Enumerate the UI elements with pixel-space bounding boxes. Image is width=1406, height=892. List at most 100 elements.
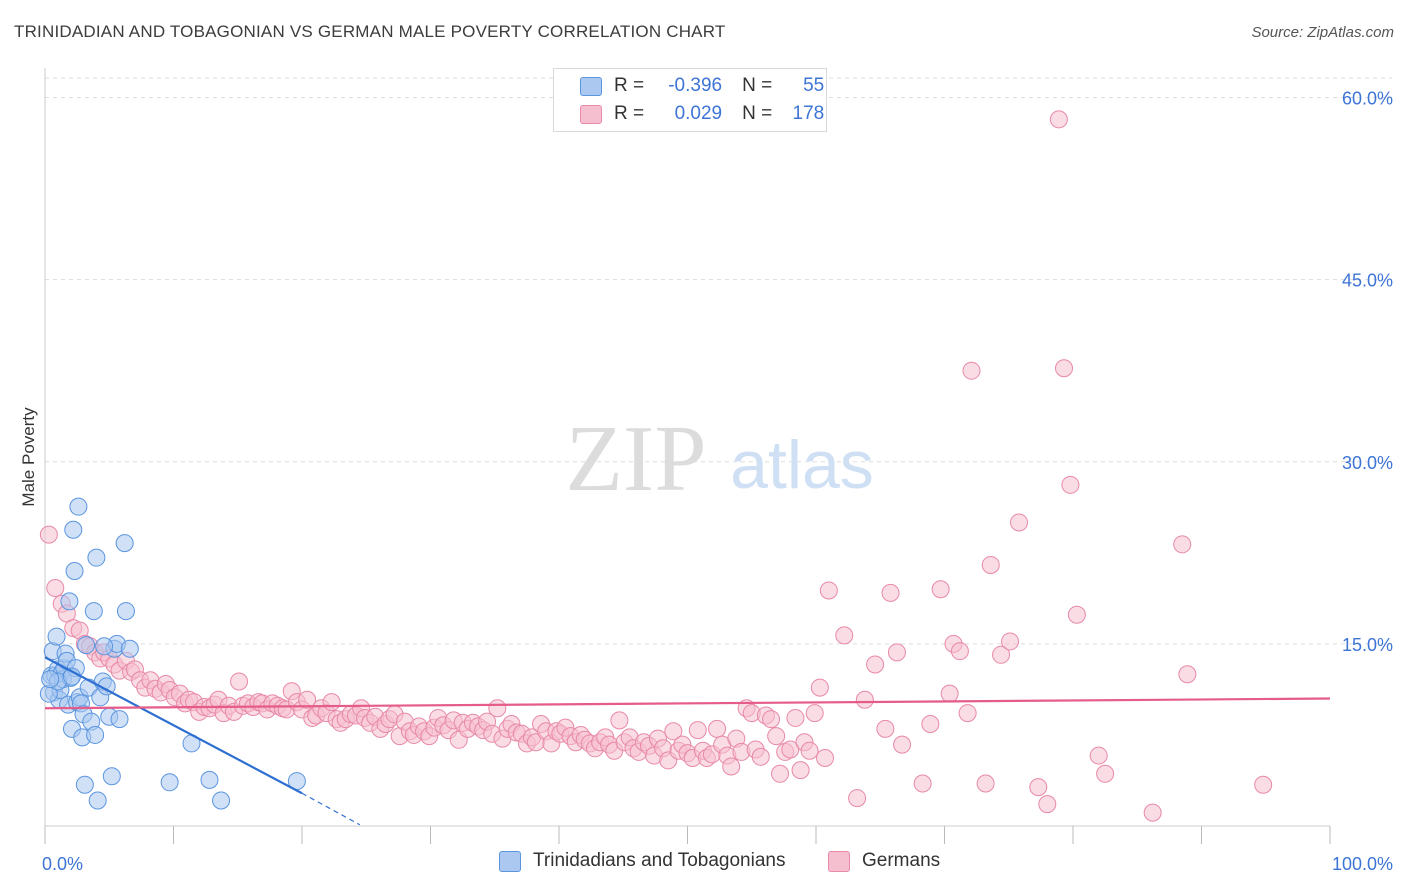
- data-point-trinidadians: [200, 770, 219, 789]
- data-point-trinidadians: [86, 725, 105, 744]
- legend-label-trinidadians: Trinidadians and Tobagonians: [533, 850, 786, 871]
- data-point-trinidadians: [88, 791, 107, 810]
- legend-r-value: -0.396: [668, 75, 723, 96]
- data-point-trinidadians: [75, 775, 94, 794]
- legend-item-germans[interactable]: Germans: [828, 850, 940, 872]
- data-point-germans: [767, 727, 786, 746]
- data-point-trinidadians: [41, 670, 60, 689]
- data-point-trinidadians: [60, 592, 79, 611]
- data-point-germans: [958, 704, 977, 723]
- data-point-germans: [610, 711, 629, 730]
- y-tick-label: 60.0%: [1342, 89, 1393, 109]
- data-point-germans: [781, 740, 800, 759]
- data-point-germans: [322, 693, 341, 712]
- data-point-germans: [819, 581, 838, 600]
- data-point-trinidadians: [87, 548, 106, 567]
- data-point-germans: [848, 789, 867, 808]
- data-point-germans: [230, 672, 249, 691]
- data-point-trinidadians: [77, 636, 96, 655]
- data-point-germans: [46, 579, 65, 598]
- data-point-germans: [887, 643, 906, 662]
- data-point-germans: [39, 525, 58, 544]
- data-point-trinidadians: [84, 602, 103, 621]
- data-point-trinidadians: [116, 602, 135, 621]
- data-point-germans: [1173, 535, 1192, 554]
- data-point-germans: [298, 690, 317, 709]
- data-point-germans: [791, 761, 810, 780]
- data-point-germans: [992, 645, 1011, 664]
- data-point-germans: [1001, 632, 1020, 651]
- data-point-germans: [1143, 803, 1162, 822]
- data-point-germans: [664, 722, 683, 741]
- legend-item-trinidadians[interactable]: Trinidadians and Tobagonians: [499, 850, 785, 872]
- data-point-germans: [981, 555, 1000, 574]
- data-point-germans: [1038, 795, 1057, 814]
- data-point-germans: [751, 747, 770, 766]
- legend-swatch-blue: [580, 76, 602, 96]
- data-point-germans: [921, 715, 940, 734]
- tick-labels: 15.0% 30.0% 45.0% 60.0% 0.0% 100.0%: [42, 89, 1393, 875]
- trend-line-trinidadians-extension: [301, 792, 361, 826]
- data-point-germans: [1010, 513, 1029, 532]
- legend-n-label: N =: [742, 75, 773, 96]
- data-point-trinidadians: [102, 767, 121, 786]
- data-point-trinidadians: [115, 534, 134, 553]
- trend-lines: [44, 656, 1331, 826]
- data-point-germans: [1055, 359, 1074, 378]
- data-point-germans: [866, 655, 885, 674]
- data-point-germans: [488, 699, 507, 718]
- legend-n-value: 178: [792, 103, 825, 124]
- data-point-germans: [1029, 778, 1048, 797]
- legend-r-value: 0.029: [674, 103, 723, 124]
- data-point-germans: [708, 719, 727, 738]
- watermark: ZIP atlas: [566, 407, 874, 511]
- watermark-zip: ZIP: [566, 407, 707, 511]
- data-point-germans: [1067, 605, 1086, 624]
- y-tick-label: 15.0%: [1342, 635, 1393, 655]
- data-point-germans: [835, 626, 854, 645]
- y-tick-label: 45.0%: [1342, 271, 1393, 291]
- data-point-germans: [1096, 764, 1115, 783]
- data-point-trinidadians: [65, 562, 84, 581]
- legend-row-trinidadians: R = -0.396 N = 55: [580, 73, 824, 99]
- legend-n-label: N =: [742, 103, 773, 124]
- data-point-germans: [931, 580, 950, 599]
- legend-swatch-blue: [499, 850, 521, 872]
- data-point-germans: [913, 774, 932, 793]
- data-point-germans: [893, 735, 912, 754]
- stats-legend: R = -0.396 N = 55 R = 0.029 N = 178: [553, 68, 827, 132]
- trend-line-trinidadians: [44, 656, 303, 795]
- data-point-germans: [722, 757, 741, 776]
- data-point-germans: [940, 684, 959, 703]
- data-point-trinidadians: [212, 791, 231, 810]
- data-point-germans: [962, 361, 981, 380]
- data-point-germans: [810, 678, 829, 697]
- series-legend: Trinidadians and Tobagonians Germans: [0, 850, 1406, 878]
- grid-lines: [45, 77, 1392, 645]
- data-point-germans: [762, 710, 781, 729]
- data-point-germans: [876, 719, 895, 738]
- data-point-trinidadians: [120, 639, 139, 658]
- data-point-germans: [950, 642, 969, 661]
- data-point-trinidadians: [110, 710, 129, 729]
- data-point-germans: [688, 721, 707, 740]
- data-point-trinidadians: [64, 520, 83, 539]
- legend-swatch-pink: [580, 104, 602, 124]
- chart-title: TRINIDADIAN AND TOBAGONIAN VS GERMAN MAL…: [14, 22, 726, 41]
- legend-r-label: R =: [614, 75, 645, 96]
- y-axis-label: Male Poverty: [19, 407, 38, 507]
- legend-label-germans: Germans: [862, 850, 941, 871]
- data-point-germans: [881, 583, 900, 602]
- data-point-germans: [786, 708, 805, 727]
- data-point-trinidadians: [95, 637, 114, 656]
- trend-line-germans: [44, 697, 1331, 710]
- data-point-germans: [800, 741, 819, 760]
- data-point-trinidadians: [160, 773, 179, 792]
- legend-row-germans: R = 0.029 N = 178: [580, 101, 824, 127]
- data-point-germans: [1254, 775, 1273, 794]
- data-point-germans: [771, 764, 790, 783]
- data-point-trinidadians: [69, 497, 88, 516]
- y-tick-label: 30.0%: [1342, 453, 1393, 473]
- data-point-germans: [1061, 475, 1080, 494]
- data-point-germans: [976, 774, 995, 793]
